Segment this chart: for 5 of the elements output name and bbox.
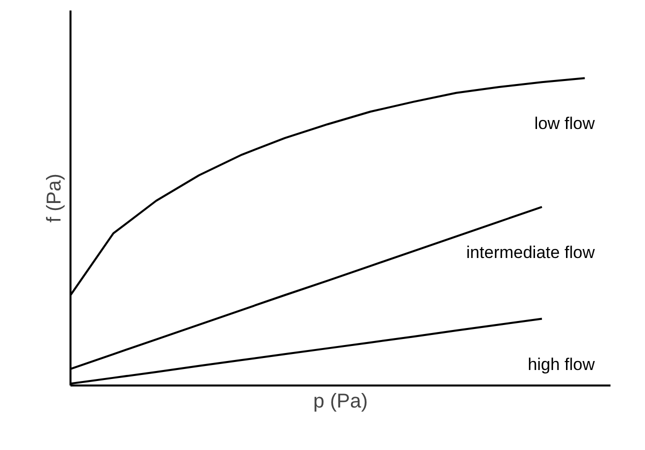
series-label: low flow bbox=[534, 114, 596, 134]
x-axis-title: p (Pa) bbox=[313, 390, 368, 412]
series-label: high flow bbox=[528, 354, 596, 374]
y-axis-title: f (Pa) bbox=[44, 174, 66, 222]
series-label: intermediate flow bbox=[466, 242, 596, 262]
